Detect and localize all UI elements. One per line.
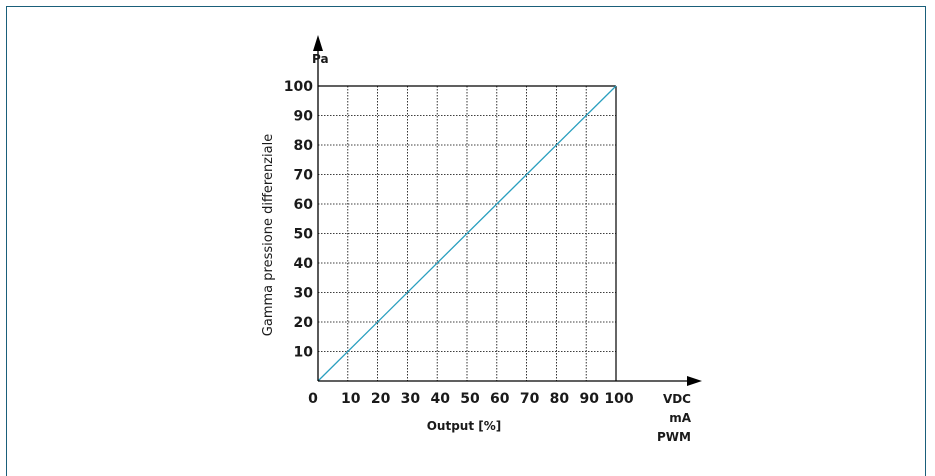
x-unit-ma: mA (669, 411, 692, 425)
x-tick-label-50: 50 (460, 391, 480, 407)
chart-svg: 0 10 20 30 40 50 60 70 80 90 100 10 20 30 40 50 60 70 80 9… (261, 35, 702, 444)
series-line-0 (317, 85, 617, 382)
y-tick-label-80: 80 (294, 138, 314, 154)
y-axis-arrow (313, 35, 323, 51)
y-tick-label-30: 30 (294, 286, 314, 302)
y-tick-label-10: 10 (294, 345, 314, 361)
x-axis-title: Output [%] (427, 419, 502, 433)
axes (313, 35, 702, 386)
y-tick-label-40: 40 (294, 256, 314, 272)
x-tick-label-30: 30 (401, 391, 421, 407)
y-tick-labels: 10 20 30 40 50 60 70 80 90 100 (284, 79, 313, 361)
y-unit-label: Pa (312, 52, 329, 66)
y-tick-label-20: 20 (294, 315, 314, 331)
x-tick-label-10: 10 (341, 391, 361, 407)
chart-frame (6, 6, 926, 476)
x-tick-label-90: 90 (579, 391, 599, 407)
x-tick-label-40: 40 (430, 391, 450, 407)
x-unit-pwm: PWM (657, 430, 691, 444)
x-tick-label-20: 20 (371, 391, 391, 407)
series-group (317, 85, 617, 382)
y-tick-label-50: 50 (294, 227, 314, 243)
x-unit-vdc: VDC (663, 392, 691, 406)
x-tick-labels: 0 10 20 30 40 50 60 70 80 90 100 (308, 391, 634, 407)
x-axis-arrow (687, 376, 702, 386)
y-axis-title: Gamma pressione differenziale (261, 134, 276, 336)
x-tick-label-100: 100 (604, 391, 633, 407)
y-tick-label-60: 60 (294, 197, 314, 213)
y-tick-label-100: 100 (284, 79, 313, 95)
x-tick-label-60: 60 (490, 391, 510, 407)
x-tick-label-0: 0 (308, 391, 318, 407)
y-tick-label-70: 70 (294, 168, 314, 184)
x-tick-label-70: 70 (520, 391, 540, 407)
y-tick-label-90: 90 (294, 109, 314, 125)
x-tick-label-80: 80 (550, 391, 570, 407)
